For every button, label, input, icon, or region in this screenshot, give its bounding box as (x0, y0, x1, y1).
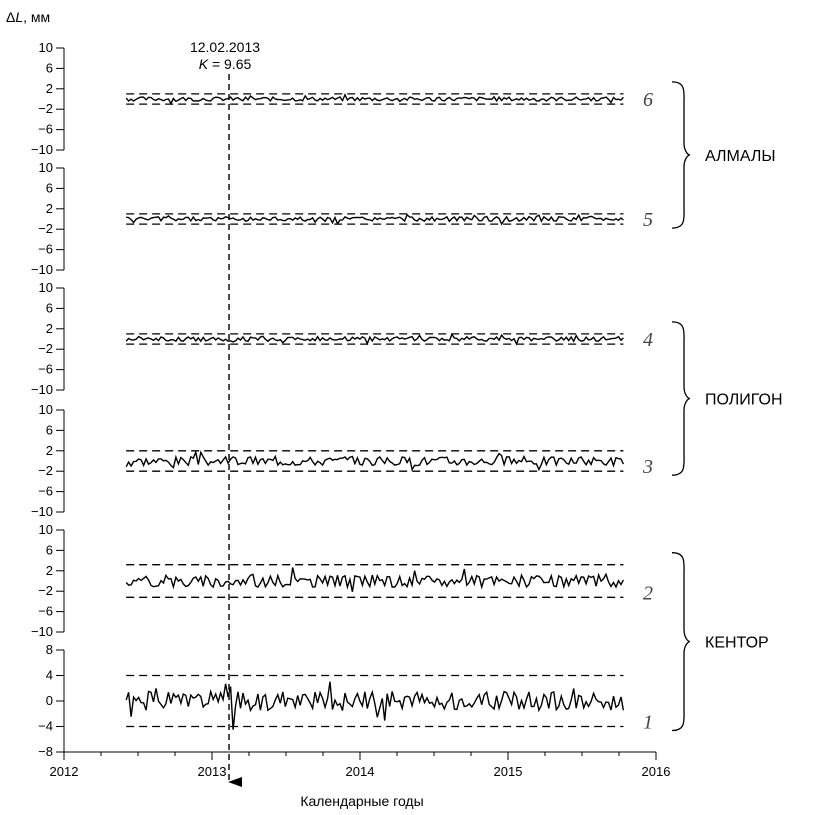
series-line-1 (125, 681, 625, 730)
y-tick-label: 6 (46, 422, 53, 437)
x-axis-label: Календарные годы (300, 793, 423, 809)
y-tick-label: −2 (38, 583, 53, 598)
y-tick-label: 6 (46, 180, 53, 195)
panel-number-2: 2 (643, 582, 653, 604)
panel-4: 10 6 2 −2 −6 −10 4 (31, 280, 653, 397)
y-tick-label: 6 (46, 300, 53, 315)
y-tick-label: −10 (31, 382, 53, 397)
series-line-4 (125, 333, 624, 346)
y-tick-label: 8 (46, 642, 53, 657)
series-line-5 (126, 213, 624, 226)
y-tick-label: −10 (31, 504, 53, 519)
panel-number-1: 1 (643, 712, 653, 734)
panel-2: 10 6 2 −2 −6 −10 2 (31, 522, 653, 639)
y-tick-label: −6 (38, 122, 53, 137)
y-tick-label: −2 (38, 101, 53, 116)
x-tick-label: 2012 (50, 764, 79, 779)
y-tick-label: −6 (38, 362, 53, 377)
series-line-6 (125, 92, 624, 106)
y-tick-label: 4 (46, 668, 53, 683)
y-tick-label: −2 (38, 221, 53, 236)
series-line-3 (125, 449, 625, 472)
panel-number-3: 3 (642, 456, 653, 478)
group-brace (671, 552, 691, 732)
group-label: ПОЛИГОН (705, 392, 783, 409)
y-tick-label: −10 (31, 142, 53, 157)
x-tick-label: 2016 (642, 764, 671, 779)
x-tick-label: 2015 (494, 764, 523, 779)
event-date-label: 12.02.2013 (190, 39, 260, 55)
x-tick-label: 2014 (346, 764, 375, 779)
y-tick-label: −10 (31, 624, 53, 639)
group-label: АЛМАЛЫ (705, 148, 776, 165)
y-tick-label: −6 (38, 242, 53, 257)
y-tick-label: −6 (38, 604, 53, 619)
y-tick-label: 2 (46, 443, 53, 458)
y-tick-label: 6 (46, 60, 53, 75)
y-tick-label: 2 (46, 563, 53, 578)
y-tick-label: 10 (39, 160, 53, 175)
y-tick-label: 0 (46, 693, 53, 708)
panel-number-4: 4 (643, 329, 653, 351)
y-tick-label: −4 (38, 719, 53, 734)
y-tick-label: 2 (46, 201, 53, 216)
x-axis: 2012 2013 2014 2015 2016 (50, 751, 671, 779)
y-tick-label: −6 (38, 484, 53, 499)
panel-6: 10 6 2 −2 −6 −10 6 (31, 40, 653, 157)
panel-3: 10 6 2 −2 −6 −10 3 (31, 402, 653, 519)
y-tick-label: −2 (38, 463, 53, 478)
panels-layer: 1062−2−6−1061062−2−6−1051062−2−6−1041062… (31, 40, 653, 759)
panel-number-6: 6 (643, 89, 653, 111)
y-tick-label: 10 (39, 280, 53, 295)
group-label: КЕНТОР (705, 635, 769, 652)
panel-5: 10 6 2 −2 −6 −10 5 (31, 160, 653, 277)
y-tick-label: 2 (46, 321, 53, 336)
y-tick-label: 2 (46, 81, 53, 96)
y-tick-label: −8 (38, 744, 53, 759)
y-tick-label: −10 (31, 262, 53, 277)
y-tick-label: 10 (39, 40, 53, 55)
series-line-2 (125, 567, 625, 592)
y-tick-label: 10 (39, 522, 53, 537)
group-brace (671, 81, 691, 229)
y-tick-label: 10 (39, 402, 53, 417)
y-tick-label: −2 (38, 341, 53, 356)
panel-number-5: 5 (643, 209, 653, 231)
panel-1: 8 4 0 −4 −8 1 (38, 642, 653, 759)
group-brackets: АЛМАЛЫ ПОЛИГОН КЕНТОР (671, 81, 783, 732)
event-k-label: K = 9.65 (199, 56, 252, 72)
y-tick-label: 6 (46, 542, 53, 557)
group-brace (671, 321, 691, 476)
x-tick-label: 2013 (198, 764, 227, 779)
y-axis-label: ΔL, мм (6, 9, 50, 25)
